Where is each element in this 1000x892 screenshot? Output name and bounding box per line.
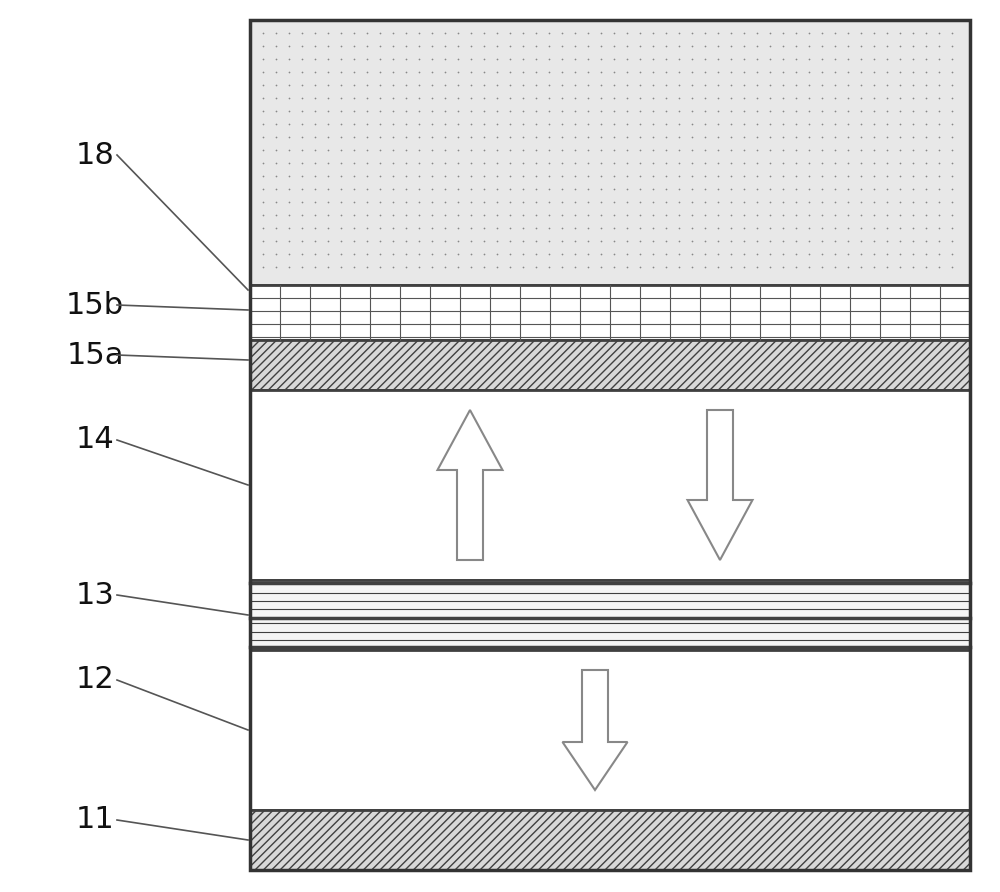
Bar: [250, 285, 970, 340]
Bar: [250, 810, 970, 870]
Polygon shape: [438, 410, 503, 560]
Bar: [250, 390, 970, 580]
Text: 12: 12: [76, 665, 114, 695]
Text: 15a: 15a: [66, 341, 124, 369]
Text: 14: 14: [76, 425, 114, 455]
Polygon shape: [562, 670, 628, 790]
Bar: [250, 650, 970, 810]
Text: 18: 18: [76, 141, 114, 169]
Text: 13: 13: [76, 581, 114, 609]
Text: 15b: 15b: [66, 291, 124, 319]
Bar: [250, 20, 970, 870]
Text: 11: 11: [76, 805, 114, 835]
Bar: [250, 20, 970, 285]
Bar: [250, 580, 970, 650]
Bar: [250, 340, 970, 390]
Polygon shape: [688, 410, 753, 560]
